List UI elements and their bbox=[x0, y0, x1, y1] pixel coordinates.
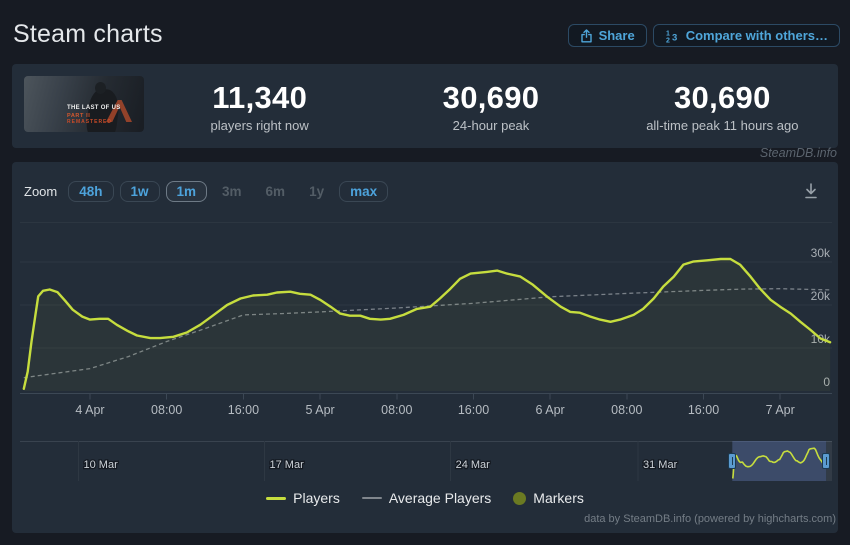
svg-text:10 Mar: 10 Mar bbox=[84, 459, 119, 471]
numeric-sort-icon: 1 2 3 bbox=[665, 29, 680, 43]
legend-item-markers[interactable]: Markers bbox=[513, 490, 584, 506]
legend-item-average-players[interactable]: Average Players bbox=[361, 490, 492, 506]
svg-text:2: 2 bbox=[666, 37, 670, 43]
stat-alltime-peak-label: all-time peak 11 hours ago bbox=[646, 117, 799, 133]
download-chart-button[interactable] bbox=[800, 180, 822, 202]
stat-current-players-value: 11,340 bbox=[212, 79, 308, 115]
zoom-button-3m: 3m bbox=[213, 181, 251, 202]
svg-text:1: 1 bbox=[666, 30, 670, 37]
markers-dot-swatch bbox=[513, 491, 527, 505]
chart-navigator[interactable]: 10 Mar 17 Mar 24 Mar 31 Mar bbox=[20, 441, 832, 481]
legend-item-players[interactable]: Players bbox=[266, 490, 340, 506]
navigator-right-handle[interactable] bbox=[822, 453, 831, 469]
share-icon bbox=[580, 28, 593, 43]
zoom-button-1y: 1y bbox=[300, 181, 333, 202]
legend-markers-label: Markers bbox=[533, 490, 584, 506]
plot-top-border bbox=[20, 222, 832, 223]
svg-text:30k: 30k bbox=[811, 246, 831, 260]
svg-text:08:00: 08:00 bbox=[151, 403, 182, 417]
stats-panel bbox=[12, 64, 838, 148]
svg-text:3: 3 bbox=[672, 32, 677, 43]
compare-button[interactable]: 1 2 3 Compare with others… bbox=[652, 24, 840, 47]
chart-legend: Players Average Players Markers bbox=[0, 490, 850, 506]
game-logo-line2: PART II bbox=[67, 112, 91, 119]
steamdb-watermark: SteamDB.info bbox=[759, 146, 837, 160]
stat-current-players-label: players right now bbox=[210, 117, 309, 133]
navigator-left-handle[interactable] bbox=[728, 453, 737, 469]
zoom-button-1m[interactable]: 1m bbox=[165, 181, 208, 202]
stat-24h-peak-value: 30,690 bbox=[442, 79, 540, 115]
game-logo: THE LAST OF US PART II REMASTERED bbox=[67, 105, 121, 126]
stat-alltime-peak-value: 30,690 bbox=[674, 79, 771, 115]
svg-text:6 Apr: 6 Apr bbox=[536, 403, 565, 417]
zoom-toolbar: Zoom 48h 1w 1m 3m 6m 1y max bbox=[24, 181, 389, 202]
svg-text:17 Mar: 17 Mar bbox=[270, 459, 305, 471]
players-line-swatch bbox=[266, 496, 287, 500]
players-line-chart[interactable]: 4 Apr 08:00 16:00 5 Apr 08:00 16:00 6 Apr 08:00… bbox=[20, 221, 832, 421]
chart-credits-link[interactable]: data by SteamDB.info (powered by highcha… bbox=[584, 513, 836, 525]
share-button[interactable]: Share bbox=[567, 24, 647, 47]
svg-text:16:00: 16:00 bbox=[688, 403, 719, 417]
svg-text:08:00: 08:00 bbox=[381, 403, 412, 417]
svg-text:24 Mar: 24 Mar bbox=[456, 459, 491, 471]
player-stats: 11,340 players right now 30,690 24-hour … bbox=[144, 64, 838, 148]
svg-text:20k: 20k bbox=[811, 289, 831, 303]
page-title: Steam charts bbox=[13, 20, 163, 48]
svg-text:5 Apr: 5 Apr bbox=[306, 403, 335, 417]
svg-text:4 Apr: 4 Apr bbox=[75, 403, 104, 417]
stat-24h-peak-label: 24-hour peak bbox=[452, 117, 530, 133]
capsule-character-head-art bbox=[95, 82, 106, 94]
svg-text:16:00: 16:00 bbox=[458, 403, 489, 417]
share-button-label: Share bbox=[598, 28, 635, 43]
compare-button-label: Compare with others… bbox=[685, 28, 828, 43]
svg-text:31 Mar: 31 Mar bbox=[643, 459, 678, 471]
svg-text:16:00: 16:00 bbox=[228, 403, 259, 417]
zoom-button-6m: 6m bbox=[257, 181, 295, 202]
stat-current-players: 11,340 players right now bbox=[144, 64, 375, 148]
svg-text:0: 0 bbox=[823, 375, 830, 389]
game-capsule-image[interactable]: THE LAST OF US PART II REMASTERED bbox=[24, 76, 144, 132]
zoom-label: Zoom bbox=[24, 184, 58, 199]
average-players-line-swatch bbox=[361, 497, 382, 499]
game-logo-line1: THE LAST OF US bbox=[67, 105, 121, 111]
header-actions: Share 1 2 3 Compare with others… bbox=[567, 24, 840, 47]
zoom-button-48h[interactable]: 48h bbox=[68, 181, 114, 202]
stat-24h-peak: 30,690 24-hour peak bbox=[375, 64, 606, 148]
svg-text:7 Apr: 7 Apr bbox=[766, 403, 795, 417]
game-logo-line3: REMASTERED bbox=[67, 119, 113, 126]
zoom-button-max[interactable]: max bbox=[339, 181, 389, 202]
legend-average-players-label: Average Players bbox=[388, 490, 492, 506]
svg-text:08:00: 08:00 bbox=[611, 403, 642, 417]
legend-players-label: Players bbox=[293, 490, 340, 506]
stat-alltime-peak: 30,690 all-time peak 11 hours ago bbox=[607, 64, 838, 148]
zoom-button-1w[interactable]: 1w bbox=[119, 181, 160, 202]
